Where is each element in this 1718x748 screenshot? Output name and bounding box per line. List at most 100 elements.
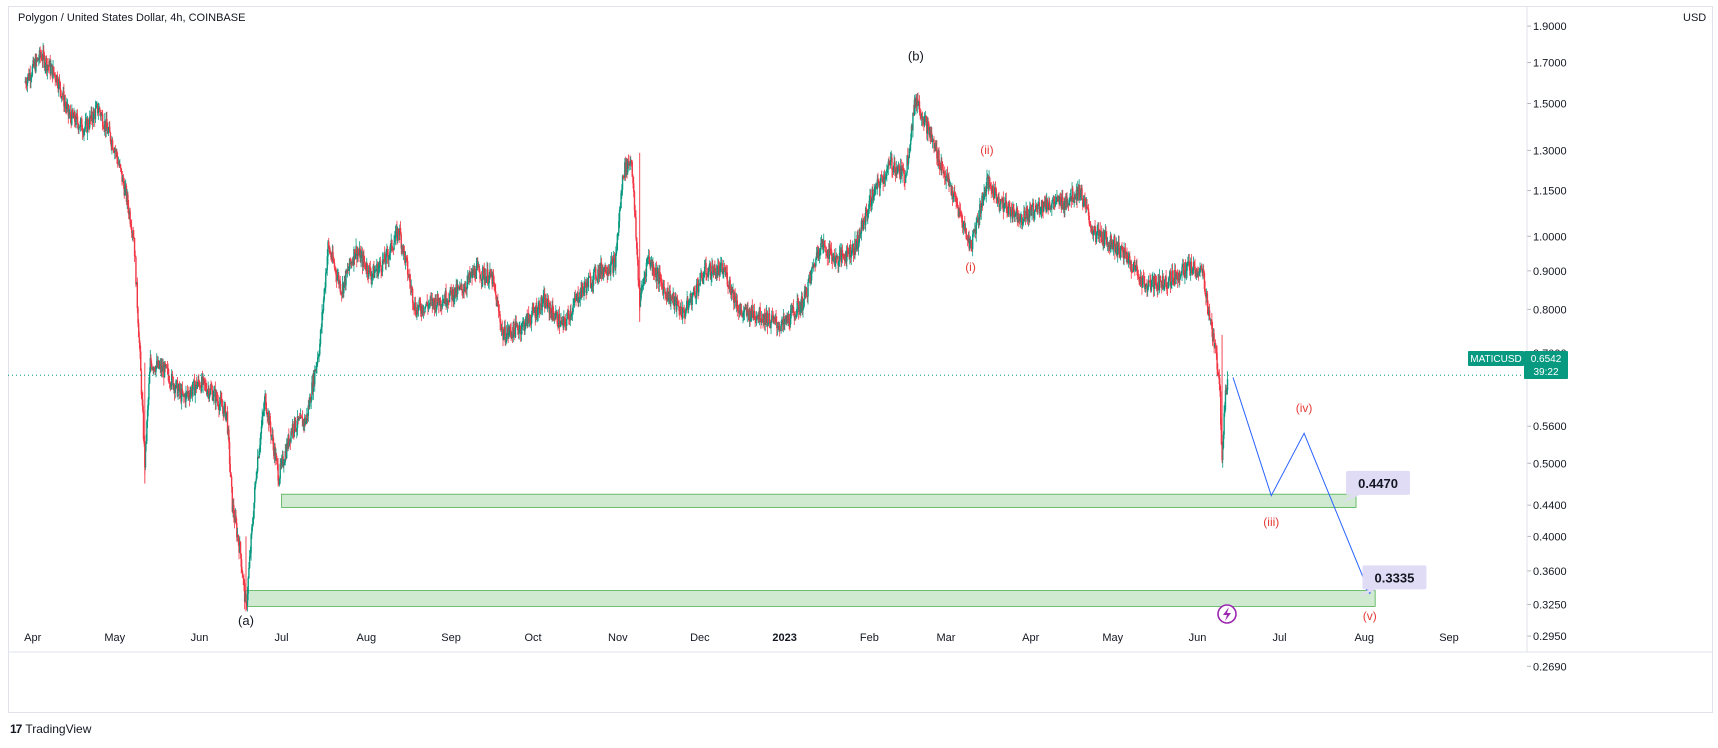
candle-body: [1081, 188, 1083, 200]
candle-body: [709, 263, 712, 279]
candle-body: [910, 139, 912, 145]
candle-body: [625, 158, 627, 175]
target-label[interactable]: 0.3335: [1358, 565, 1427, 598]
candle-body: [398, 234, 400, 236]
candle-body: [997, 197, 1000, 199]
wave-label: (i): [965, 260, 976, 274]
candle-body: [51, 64, 54, 79]
candle-body: [35, 57, 37, 72]
candle-body: [301, 417, 303, 418]
candle-body: [92, 111, 95, 123]
candle-body: [771, 315, 773, 323]
candle-body: [549, 307, 552, 312]
candle-body: [311, 382, 314, 393]
candle-body: [1189, 261, 1192, 276]
candle-body: [928, 131, 931, 136]
candle-body: [631, 161, 633, 177]
candle-body: [1161, 281, 1163, 288]
candle-body: [1035, 205, 1037, 210]
candle-body: [429, 298, 431, 304]
candle-body: [45, 58, 48, 72]
candle-body: [578, 299, 581, 302]
candle-body: [730, 289, 732, 295]
candle-body: [706, 274, 708, 276]
target-label[interactable]: 0.4470: [1342, 470, 1411, 503]
candle-body: [637, 259, 639, 281]
candle-body: [454, 287, 456, 299]
candle-body: [1073, 197, 1075, 202]
candle-body: [325, 269, 328, 273]
candle-body: [1077, 187, 1080, 196]
candle-body: [1125, 254, 1127, 255]
support-zone[interactable]: [281, 493, 1357, 508]
candle-body: [746, 308, 748, 316]
candle-body: [1062, 204, 1065, 210]
candle-body: [88, 126, 90, 128]
candle-body: [145, 441, 147, 444]
support-zone[interactable]: [245, 590, 1376, 607]
candle-body: [256, 471, 258, 479]
candle-body: [268, 415, 271, 425]
candle-body: [916, 99, 919, 106]
candle-body: [1176, 272, 1178, 275]
candle-body: [728, 287, 730, 288]
candle-body: [1003, 204, 1005, 212]
candle-body: [1152, 276, 1155, 289]
candle-body: [43, 50, 45, 55]
candle-body: [119, 164, 122, 169]
candle-body: [728, 279, 731, 288]
candle-body: [1020, 214, 1022, 217]
candle-body: [1095, 231, 1097, 243]
candle-body: [1056, 196, 1058, 202]
candle-body: [410, 286, 412, 288]
candle-body: [409, 275, 411, 282]
candle-body: [838, 252, 841, 262]
candle-body: [102, 126, 105, 129]
candle-body: [670, 297, 673, 299]
candle-body: [471, 271, 473, 278]
candle-body: [717, 265, 720, 268]
candle-body: [676, 298, 678, 310]
candle-body: [889, 163, 891, 166]
candle-body: [288, 435, 290, 446]
candle-body: [943, 172, 945, 174]
candle-body: [268, 412, 270, 425]
candle-body: [774, 316, 777, 319]
candle-body: [496, 300, 498, 307]
candle-body: [601, 270, 603, 275]
candle-body: [976, 220, 978, 223]
candle-body: [201, 376, 204, 386]
candle-body: [954, 196, 957, 202]
candle-body: [133, 236, 135, 239]
candle-body: [260, 426, 263, 434]
candle-body: [340, 291, 342, 293]
candle-body: [577, 292, 579, 303]
candle-body: [295, 430, 297, 431]
candle-body: [61, 96, 64, 97]
candle-body: [817, 249, 819, 258]
candle-body: [673, 298, 676, 306]
candle-body: [832, 257, 834, 261]
candle-body: [185, 391, 188, 393]
candle-body: [1008, 203, 1010, 207]
candle-body: [221, 400, 223, 407]
candle-body: [548, 302, 550, 314]
candle-body: [372, 265, 374, 275]
candle-body: [1010, 209, 1013, 213]
candle-body: [83, 128, 86, 131]
candle-body: [290, 431, 292, 442]
candle-body: [224, 403, 227, 420]
candle-body: [1196, 268, 1198, 276]
candle-body: [215, 392, 217, 403]
projection-line[interactable]: [1232, 377, 1371, 594]
candle-body: [859, 229, 861, 235]
candle-body: [179, 389, 181, 393]
candle-body: [448, 301, 450, 303]
candle-body: [217, 400, 219, 407]
tradingview-logo[interactable]: 17 TradingView: [10, 722, 91, 736]
candle-body: [104, 120, 106, 129]
candle-body: [1012, 203, 1014, 219]
x-tick-label: Dec: [690, 632, 710, 644]
lightning-icon[interactable]: [1217, 604, 1237, 624]
